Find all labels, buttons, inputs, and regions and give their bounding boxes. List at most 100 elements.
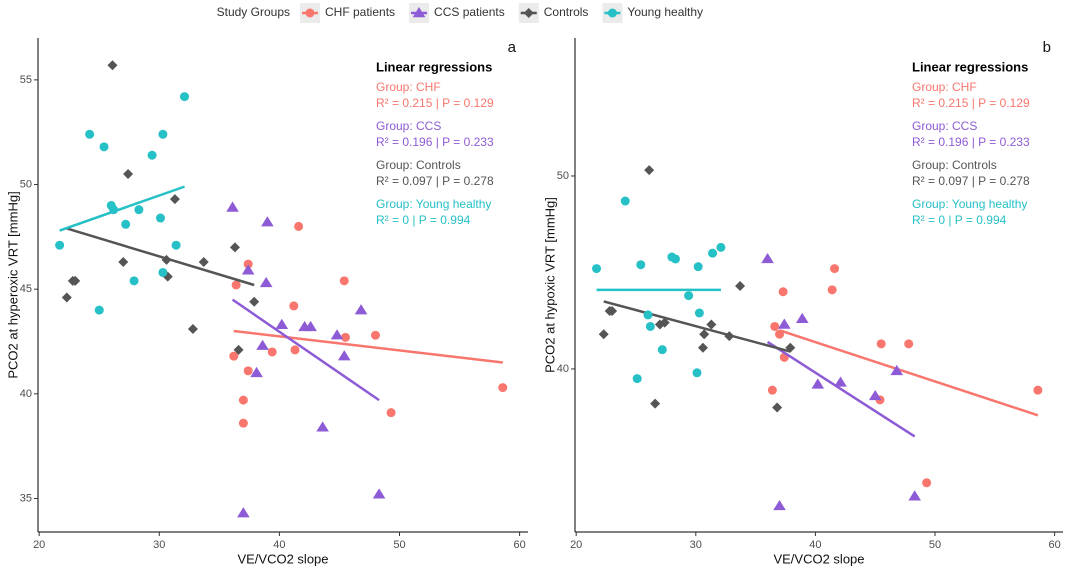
point — [249, 296, 260, 307]
point — [233, 344, 244, 355]
x-tick-label: 20 — [33, 539, 45, 551]
point — [330, 329, 344, 340]
point — [370, 330, 380, 340]
x-tick-label: 60 — [1049, 539, 1061, 551]
point — [337, 350, 351, 361]
point — [386, 408, 396, 418]
point — [636, 260, 646, 270]
x-tick-label: 20 — [570, 539, 582, 551]
legend-marker — [607, 8, 617, 18]
point — [259, 276, 273, 288]
point — [694, 308, 704, 318]
x-tick-label: 30 — [153, 539, 165, 551]
point — [129, 276, 139, 286]
point — [795, 312, 809, 323]
regression-stats: R² = 0 | P = 0.994 — [912, 213, 1007, 227]
point — [708, 248, 718, 258]
x-tick-label: 50 — [929, 539, 941, 551]
point — [632, 374, 642, 384]
point — [354, 304, 368, 315]
point — [650, 398, 661, 409]
legend-label: CCS patients — [434, 5, 505, 19]
point — [290, 345, 300, 355]
point — [241, 264, 255, 275]
point — [158, 129, 168, 139]
point — [659, 317, 670, 328]
panel-label: a — [508, 39, 517, 56]
legend-marker — [412, 7, 426, 18]
point — [868, 389, 882, 401]
legend-title: Study Groups — [217, 5, 290, 19]
point — [156, 213, 165, 223]
point — [372, 488, 386, 499]
y-tick-label: 50 — [20, 178, 32, 190]
point — [644, 165, 655, 176]
x-axis-label: VE/VCO2 slope — [237, 551, 328, 566]
group-label: Group: Controls — [912, 158, 997, 172]
point — [161, 254, 172, 265]
group-label: Group: Young healthy — [912, 197, 1027, 211]
regression-stats: R² = 0.215 | P = 0.129 — [376, 96, 494, 110]
point — [294, 221, 304, 231]
regression-stats: R² = 0.196 | P = 0.233 — [376, 135, 494, 149]
x-axis-label: VE/VCO2 slope — [773, 551, 864, 566]
x-tick-label: 50 — [393, 539, 405, 551]
group-label: Group: CHF — [912, 80, 977, 94]
legend-marker — [305, 8, 315, 18]
legend-marker — [523, 8, 534, 18]
point — [607, 306, 618, 317]
regression-stats: R² = 0.097 | P = 0.278 — [376, 174, 494, 188]
point — [339, 276, 349, 286]
point — [761, 252, 774, 264]
legend-label: Young healthy — [627, 5, 703, 19]
regression-line — [603, 300, 791, 353]
point — [121, 219, 131, 229]
regression-line — [66, 227, 255, 287]
point — [94, 305, 104, 315]
point — [85, 129, 95, 139]
point — [778, 287, 788, 297]
point — [684, 291, 694, 301]
point — [226, 201, 239, 212]
point — [770, 321, 780, 331]
point — [908, 490, 921, 501]
point — [229, 351, 239, 361]
x-tick-label: 40 — [809, 539, 821, 551]
point — [243, 259, 253, 269]
point — [55, 240, 65, 250]
point — [61, 292, 72, 303]
point — [830, 264, 840, 274]
point — [620, 196, 630, 206]
point — [340, 332, 350, 342]
x-tick-label: 30 — [690, 539, 702, 551]
point — [706, 319, 717, 330]
point — [180, 92, 190, 102]
point — [187, 323, 198, 334]
point — [275, 318, 289, 329]
point — [778, 318, 791, 329]
y-axis-label: PCO2 at hypoxic VRT [mmHg] — [542, 197, 557, 373]
regression-stats: R² = 0.215 | P = 0.129 — [912, 96, 1030, 110]
point — [238, 395, 248, 405]
point — [922, 478, 932, 488]
point — [811, 378, 825, 389]
point — [657, 345, 667, 355]
point — [237, 507, 250, 518]
point — [670, 254, 680, 264]
regression-stats: R² = 0 | P = 0.994 — [376, 213, 471, 227]
legend-label: CHF patients — [325, 5, 395, 19]
point — [773, 499, 786, 511]
group-label: Group: Young healthy — [376, 197, 491, 211]
point — [834, 376, 847, 387]
point — [699, 329, 710, 340]
point — [735, 280, 746, 291]
point — [697, 342, 708, 353]
point — [316, 421, 329, 432]
point — [134, 205, 144, 215]
annotation-title: Linear regressions — [376, 59, 492, 74]
point — [231, 280, 241, 290]
group-label: Group: Controls — [376, 158, 461, 172]
regression-line — [59, 185, 185, 232]
point — [904, 339, 914, 349]
